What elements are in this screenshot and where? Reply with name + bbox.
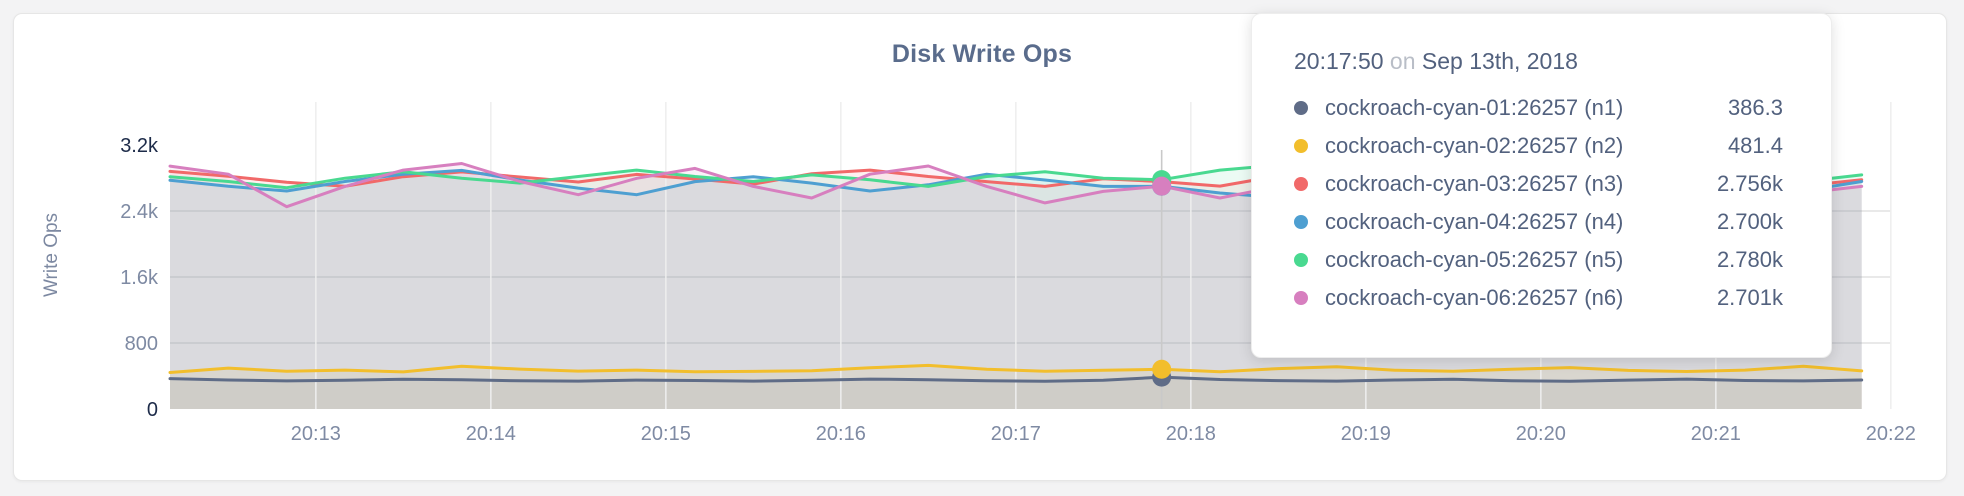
tooltip-series-value: 2.701k — [1716, 285, 1783, 310]
tooltip-row: cockroach-cyan-03:26257 (n3) 2.756k — [1294, 165, 1783, 203]
tooltip-time: 20:17:50 — [1294, 48, 1384, 74]
tooltip-series-label: cockroach-cyan-01:26257 (n1) — [1325, 95, 1624, 120]
tooltip-row: cockroach-cyan-02:26257 (n2) 481.4 — [1294, 127, 1783, 165]
tooltip-series-label: cockroach-cyan-02:26257 (n2) — [1325, 133, 1624, 158]
x-tick-label: 20:18 — [1166, 423, 1216, 445]
x-tick-label: 20:17 — [991, 423, 1041, 445]
tooltip-row: cockroach-cyan-05:26257 (n5) 2.780k — [1294, 241, 1783, 279]
tooltip-series-value: 386.3 — [1727, 95, 1783, 120]
x-tick-label: 20:22 — [1866, 423, 1916, 445]
tooltip-series-value: 2.700k — [1716, 209, 1783, 234]
tooltip-series-label: cockroach-cyan-04:26257 (n4) — [1325, 209, 1624, 234]
tooltip-series-label: cockroach-cyan-06:26257 (n6) — [1325, 285, 1624, 310]
series-line-n2[interactable] — [168, 363, 1864, 374]
tooltip-row: cockroach-cyan-01:26257 (n1) 386.3 — [1294, 89, 1783, 127]
x-tick-label: 20:13 — [291, 423, 341, 445]
tooltip-row: cockroach-cyan-06:26257 (n6) 2.701k — [1294, 279, 1783, 317]
tooltip-series-value: 2.780k — [1716, 247, 1783, 272]
y-axis-label: Write Ops — [41, 213, 62, 297]
series-color-dot — [1294, 177, 1308, 191]
y-tick-label: 3.2k — [120, 135, 159, 157]
y-tick-label: 800 — [125, 333, 158, 355]
x-tick-label: 20:15 — [641, 423, 691, 445]
tooltip-series-value: 481.4 — [1727, 133, 1783, 158]
tooltip-series-label: cockroach-cyan-05:26257 (n5) — [1325, 247, 1624, 272]
tooltip-rows: cockroach-cyan-01:26257 (n1) 386.3 cockroa… — [1294, 89, 1783, 317]
tooltip-series-value: 2.756k — [1716, 171, 1783, 196]
hover-layer — [1152, 150, 1172, 409]
axis-labels: 0 800 1.6k 2.4k 3.2k 20:13 20:14 20:15 20:16 20:1… — [120, 135, 1916, 445]
chart-title: Disk Write Ops — [891, 40, 1073, 68]
hover-dot-n2 — [1152, 359, 1172, 379]
tooltip-header: 20:17:50 on Sep 13th, 2018 — [1294, 48, 1783, 75]
tooltip-row: cockroach-cyan-04:26257 (n4) 2.700k — [1294, 203, 1783, 241]
x-tick-label: 20:21 — [1691, 423, 1741, 445]
tooltip-date: Sep 13th, 2018 — [1421, 48, 1578, 74]
x-tick-label: 20:16 — [816, 423, 866, 445]
hover-tooltip: 20:17:50 on Sep 13th, 2018 cockroach-cya… — [1251, 13, 1832, 358]
tooltip-conjunction: on — [1389, 48, 1416, 74]
series-color-dot — [1294, 139, 1308, 153]
series-color-dot — [1294, 253, 1308, 267]
y-tick-label: 1.6k — [120, 267, 159, 289]
tooltip-series-label: cockroach-cyan-03:26257 (n3) — [1325, 171, 1624, 196]
hover-dot-n6 — [1152, 176, 1172, 196]
y-tick-label: 2.4k — [120, 201, 159, 223]
y-tick-label: 0 — [147, 399, 158, 421]
x-tick-label: 20:14 — [466, 423, 516, 445]
series-line-n1[interactable] — [168, 375, 1864, 383]
x-tick-label: 20:20 — [1516, 423, 1566, 445]
series-color-dot — [1294, 291, 1308, 305]
x-tick-label: 20:19 — [1341, 423, 1391, 445]
series-color-dot — [1294, 215, 1308, 229]
series-color-dot — [1294, 101, 1308, 115]
